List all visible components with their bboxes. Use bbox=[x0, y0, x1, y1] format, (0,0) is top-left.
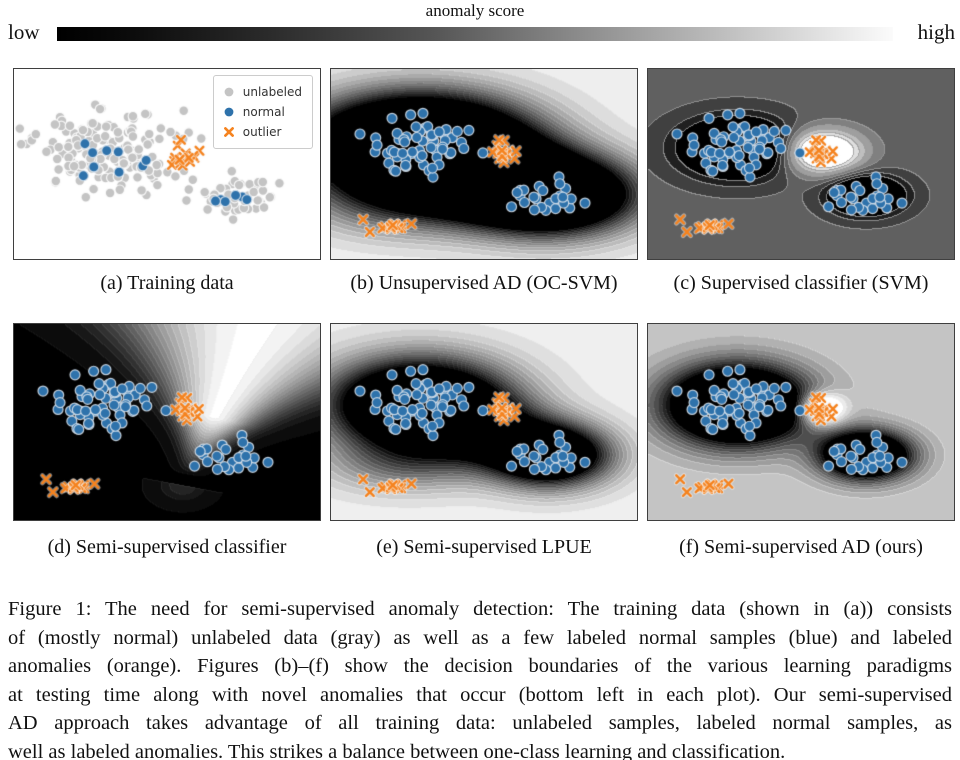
panel-b-canvas bbox=[331, 69, 637, 259]
panel-c-svm bbox=[647, 68, 955, 260]
caption-panel-c: (c) Supervised classifier (SVM) bbox=[673, 272, 929, 294]
figure-caption-line: anomalies (orange). Figures (b)–(f) show… bbox=[8, 655, 952, 678]
panel-e-semisup-lpue bbox=[330, 323, 638, 521]
colorbar-gradient bbox=[57, 27, 893, 41]
panel-a-training-data: unlabeled normal outlier bbox=[13, 68, 321, 260]
legend-label-unlabeled: unlabeled bbox=[242, 85, 302, 99]
panel-b-ocsvm bbox=[330, 68, 638, 260]
figure-caption-line: at testing time along with novel anomali… bbox=[8, 683, 952, 706]
figure-caption-line: of (mostly normal) unlabeled data (gray)… bbox=[8, 626, 952, 649]
figure-caption-line: well as labeled anomalies. This strikes … bbox=[8, 740, 786, 760]
figure-caption-line: Figure 1: The need for semi-supervised a… bbox=[8, 598, 952, 620]
panel-c-canvas bbox=[648, 69, 954, 259]
unlabeled-marker-icon bbox=[224, 87, 234, 97]
colorbar-low-label: low bbox=[8, 20, 40, 44]
figure-caption-line: AD approach takes advantage of all train… bbox=[8, 712, 952, 735]
caption-panel-e: (e) Semi-supervised LPUE bbox=[376, 536, 592, 558]
legend: unlabeled normal outlier bbox=[212, 75, 313, 149]
caption-panel-b: (b) Unsupervised AD (OC-SVM) bbox=[350, 272, 618, 294]
legend-item-outlier: outlier bbox=[222, 122, 302, 142]
panel-f-semisup-ad bbox=[647, 323, 955, 521]
legend-item-normal: normal bbox=[222, 102, 302, 122]
panel-f-canvas bbox=[648, 324, 954, 520]
legend-label-normal: normal bbox=[242, 105, 285, 119]
caption-panel-f: (f) Semi-supervised AD (ours) bbox=[679, 536, 923, 558]
colorbar-high-label: high bbox=[917, 20, 955, 44]
outlier-marker-icon bbox=[223, 127, 234, 137]
panel-d-canvas bbox=[14, 324, 320, 520]
panel-e-canvas bbox=[331, 324, 637, 520]
legend-label-outlier: outlier bbox=[242, 125, 282, 139]
panel-d-semisup-classifier bbox=[13, 323, 321, 521]
caption-panel-a: (a) Training data bbox=[100, 272, 234, 294]
normal-marker-icon bbox=[224, 107, 234, 117]
legend-item-unlabeled: unlabeled bbox=[222, 82, 302, 102]
colorbar-title: anomaly score bbox=[425, 1, 525, 20]
caption-panel-d: (d) Semi-supervised classifier bbox=[47, 536, 287, 558]
figure-caption: Figure 1: The need for semi-supervised a… bbox=[8, 595, 952, 760]
